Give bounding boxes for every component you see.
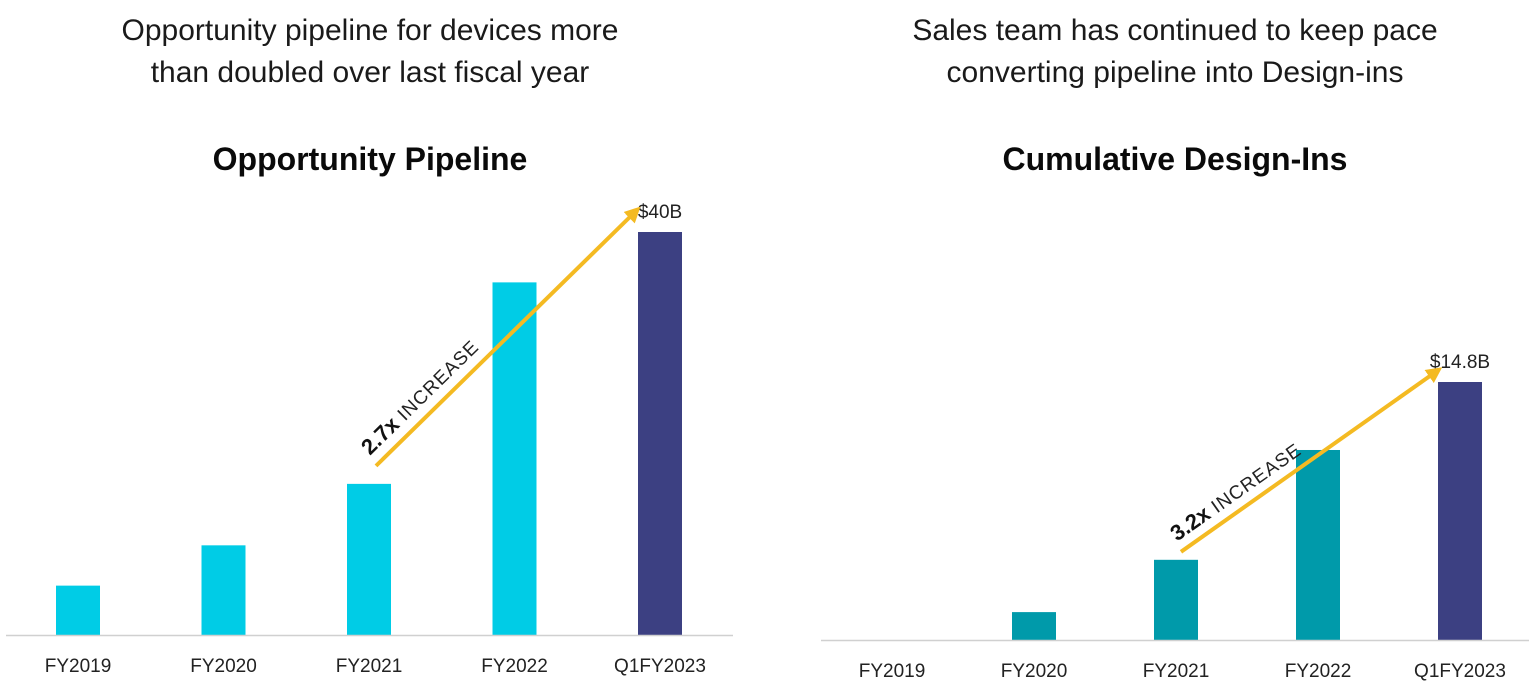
- right-panel: Sales team has continued to keep pace co…: [815, 0, 1535, 693]
- left-panel: Opportunity pipeline for devices more th…: [0, 0, 740, 693]
- left-increase-text: INCREASE: [394, 337, 484, 426]
- left-headline: Opportunity pipeline for devices more th…: [0, 10, 740, 94]
- left-headline-line-1: Opportunity pipeline for devices more: [121, 14, 619, 47]
- left-bar-q1fy2023: [638, 232, 682, 635]
- right-tick-label: Q1FY2023: [1414, 661, 1506, 682]
- right-headline-line-2: converting pipeline into Design-ins: [946, 56, 1404, 89]
- left-bar-fy2021: [347, 483, 391, 635]
- left-value-label: $40B: [638, 202, 682, 223]
- right-growth-arrow: [1179, 367, 1443, 554]
- right-bar-fy2022: [1296, 449, 1340, 640]
- left-tick-label: FY2022: [481, 656, 548, 677]
- right-bar-q1fy2023: [1438, 382, 1482, 640]
- right-chart-title: Cumulative Design-Ins: [1002, 141, 1348, 177]
- right-increase-text: INCREASE: [1208, 440, 1306, 518]
- right-value-label: $14.8B: [1430, 352, 1490, 373]
- right-tick-label: FY2019: [859, 661, 926, 682]
- opportunity-pipeline-chart: FY2019 FY2020 FY2021 FY2022 Q1FY2023 $40B 2.7x…: [6, 202, 733, 677]
- right-tick-label: FY2020: [1001, 661, 1068, 682]
- left-tick-label: Q1FY2023: [614, 656, 706, 677]
- right-increase-annotation: 3.2x INCREASE: [1165, 437, 1305, 546]
- left-increase-annotation: 2.7x INCREASE: [356, 334, 484, 460]
- right-bar-fy2020: [1012, 612, 1056, 640]
- left-growth-arrow: [374, 206, 641, 468]
- cumulative-design-ins-chart: FY2019 FY2020 FY2021 FY2022 Q1FY2023 $14.8B 3.…: [821, 352, 1529, 682]
- right-headline-line-1: Sales team has continued to keep pace: [912, 14, 1438, 47]
- left-bar-fy2020: [201, 545, 246, 635]
- right-tick-label: FY2021: [1143, 661, 1210, 682]
- left-bar-fy2022: [492, 282, 537, 635]
- right-tick-label: FY2022: [1285, 661, 1352, 682]
- left-chart-title: Opportunity Pipeline: [212, 141, 528, 177]
- right-bar-fy2021: [1154, 559, 1198, 640]
- right-headline: Sales team has continued to keep pace co…: [815, 10, 1535, 94]
- left-tick-label: FY2019: [45, 656, 112, 677]
- left-tick-label: FY2021: [336, 656, 403, 677]
- left-headline-line-2: than doubled over last fiscal year: [150, 56, 590, 89]
- left-tick-label: FY2020: [190, 656, 257, 677]
- left-bar-fy2019: [56, 585, 100, 635]
